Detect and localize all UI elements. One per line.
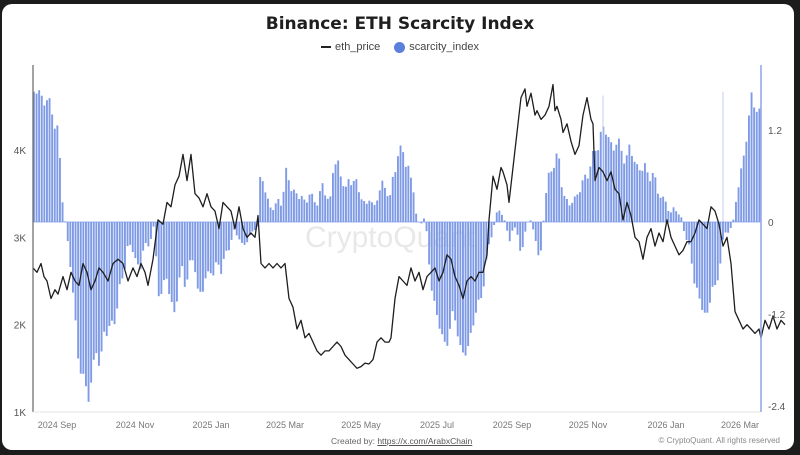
copyright-notice: © CryptoQuant. All rights reserved	[658, 436, 781, 445]
x-tick-label: 2026 Jan	[647, 420, 684, 430]
left-axis-ticks: 1K 2K 3K 4K	[14, 146, 27, 419]
legend-label: scarcity_index	[409, 41, 479, 53]
right-tick-label: 0	[768, 218, 774, 229]
left-tick-label: 2K	[14, 321, 27, 332]
eth-price-line	[32, 83, 786, 369]
x-tick-label: 2025 Jan	[192, 420, 229, 430]
left-tick-label: 4K	[14, 146, 27, 157]
right-tick-label: -1.2	[768, 310, 786, 321]
chart-title: Binance: ETH Scarcity Index	[265, 14, 535, 34]
x-tick-label: 2024 Sep	[38, 420, 77, 430]
line-swatch-icon	[321, 46, 332, 48]
circle-swatch-icon	[394, 41, 406, 53]
legend-item-scarcity-index[interactable]: scarcity_index	[394, 41, 479, 53]
x-axis-ticks: 2024 Sep 2024 Nov 2025 Jan 2025 Mar 2025 May…	[38, 420, 759, 430]
left-tick-label: 3K	[14, 233, 27, 244]
left-tick-label: 1K	[14, 408, 27, 419]
right-axis-ticks: -2.4 -1.2 0 1.2	[768, 126, 786, 413]
chart-legend: eth_price scarcity_index	[0, 41, 800, 53]
chart-card	[2, 4, 794, 450]
created-by-link[interactable]: https://x.com/ArabxChain	[377, 436, 473, 446]
x-tick-label: 2025 Mar	[266, 420, 304, 430]
x-tick-label: 2024 Nov	[116, 420, 155, 430]
x-tick-label: 2025 Sep	[493, 420, 532, 430]
scarcity-bars	[33, 90, 761, 402]
right-tick-label: -2.4	[768, 402, 786, 413]
x-tick-label: 2025 May	[341, 420, 381, 430]
right-tick-label: 1.2	[768, 126, 782, 137]
footer-credit: Created by: https://x.com/ArabxChain	[331, 436, 472, 446]
legend-item-eth-price[interactable]: eth_price	[321, 41, 380, 53]
x-tick-label: 2025 Jul	[420, 420, 454, 430]
legend-label: eth_price	[335, 41, 381, 53]
x-tick-label: 2026 Mar	[721, 420, 759, 430]
created-by-label: Created by:	[331, 436, 375, 446]
x-tick-label: 2025 Nov	[569, 420, 608, 430]
